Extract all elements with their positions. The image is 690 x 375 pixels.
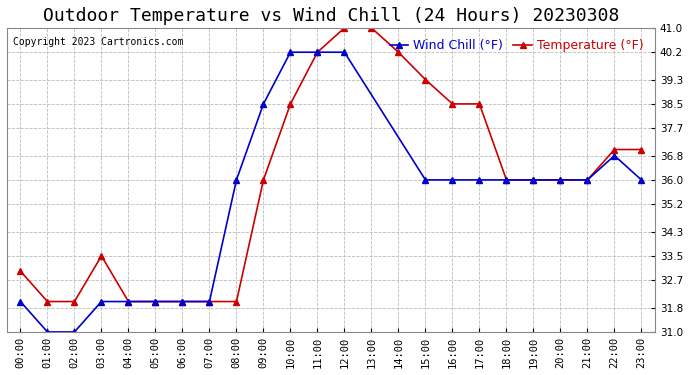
Wind Chill (°F) <box>70 330 79 334</box>
Wind Chill (°F) <box>124 299 132 304</box>
Temperature (°F) <box>17 269 25 273</box>
Title: Outdoor Temperature vs Wind Chill (24 Hours) 20230308: Outdoor Temperature vs Wind Chill (24 Ho… <box>43 7 619 25</box>
Temperature (°F) <box>43 299 52 304</box>
Temperature (°F) <box>233 299 241 304</box>
Wind Chill (°F) <box>178 299 186 304</box>
Temperature (°F) <box>583 178 591 182</box>
Temperature (°F) <box>124 299 132 304</box>
Temperature (°F) <box>422 77 430 82</box>
Wind Chill (°F) <box>448 178 457 182</box>
Wind Chill (°F) <box>97 299 106 304</box>
Temperature (°F) <box>367 26 375 30</box>
Text: Copyright 2023 Cartronics.com: Copyright 2023 Cartronics.com <box>13 37 184 47</box>
Wind Chill (°F) <box>475 178 484 182</box>
Line: Wind Chill (°F): Wind Chill (°F) <box>18 50 644 335</box>
Temperature (°F) <box>556 178 564 182</box>
Temperature (°F) <box>178 299 186 304</box>
Temperature (°F) <box>638 147 646 152</box>
Wind Chill (°F) <box>313 50 322 54</box>
Wind Chill (°F) <box>340 50 348 54</box>
Wind Chill (°F) <box>17 299 25 304</box>
Temperature (°F) <box>206 299 214 304</box>
Temperature (°F) <box>610 147 618 152</box>
Temperature (°F) <box>502 178 511 182</box>
Temperature (°F) <box>394 50 402 54</box>
Wind Chill (°F) <box>529 178 538 182</box>
Wind Chill (°F) <box>43 330 52 334</box>
Temperature (°F) <box>448 102 457 106</box>
Temperature (°F) <box>475 102 484 106</box>
Wind Chill (°F) <box>502 178 511 182</box>
Wind Chill (°F) <box>556 178 564 182</box>
Legend: Wind Chill (°F), Temperature (°F): Wind Chill (°F), Temperature (°F) <box>385 34 649 57</box>
Wind Chill (°F) <box>151 299 159 304</box>
Temperature (°F) <box>97 254 106 258</box>
Wind Chill (°F) <box>259 102 268 106</box>
Temperature (°F) <box>340 26 348 30</box>
Temperature (°F) <box>313 50 322 54</box>
Line: Temperature (°F): Temperature (°F) <box>18 25 644 305</box>
Wind Chill (°F) <box>286 50 295 54</box>
Wind Chill (°F) <box>583 178 591 182</box>
Temperature (°F) <box>529 178 538 182</box>
Temperature (°F) <box>70 299 79 304</box>
Wind Chill (°F) <box>233 178 241 182</box>
Temperature (°F) <box>151 299 159 304</box>
Wind Chill (°F) <box>638 178 646 182</box>
Temperature (°F) <box>286 102 295 106</box>
Wind Chill (°F) <box>610 153 618 158</box>
Wind Chill (°F) <box>206 299 214 304</box>
Wind Chill (°F) <box>422 178 430 182</box>
Temperature (°F) <box>259 178 268 182</box>
